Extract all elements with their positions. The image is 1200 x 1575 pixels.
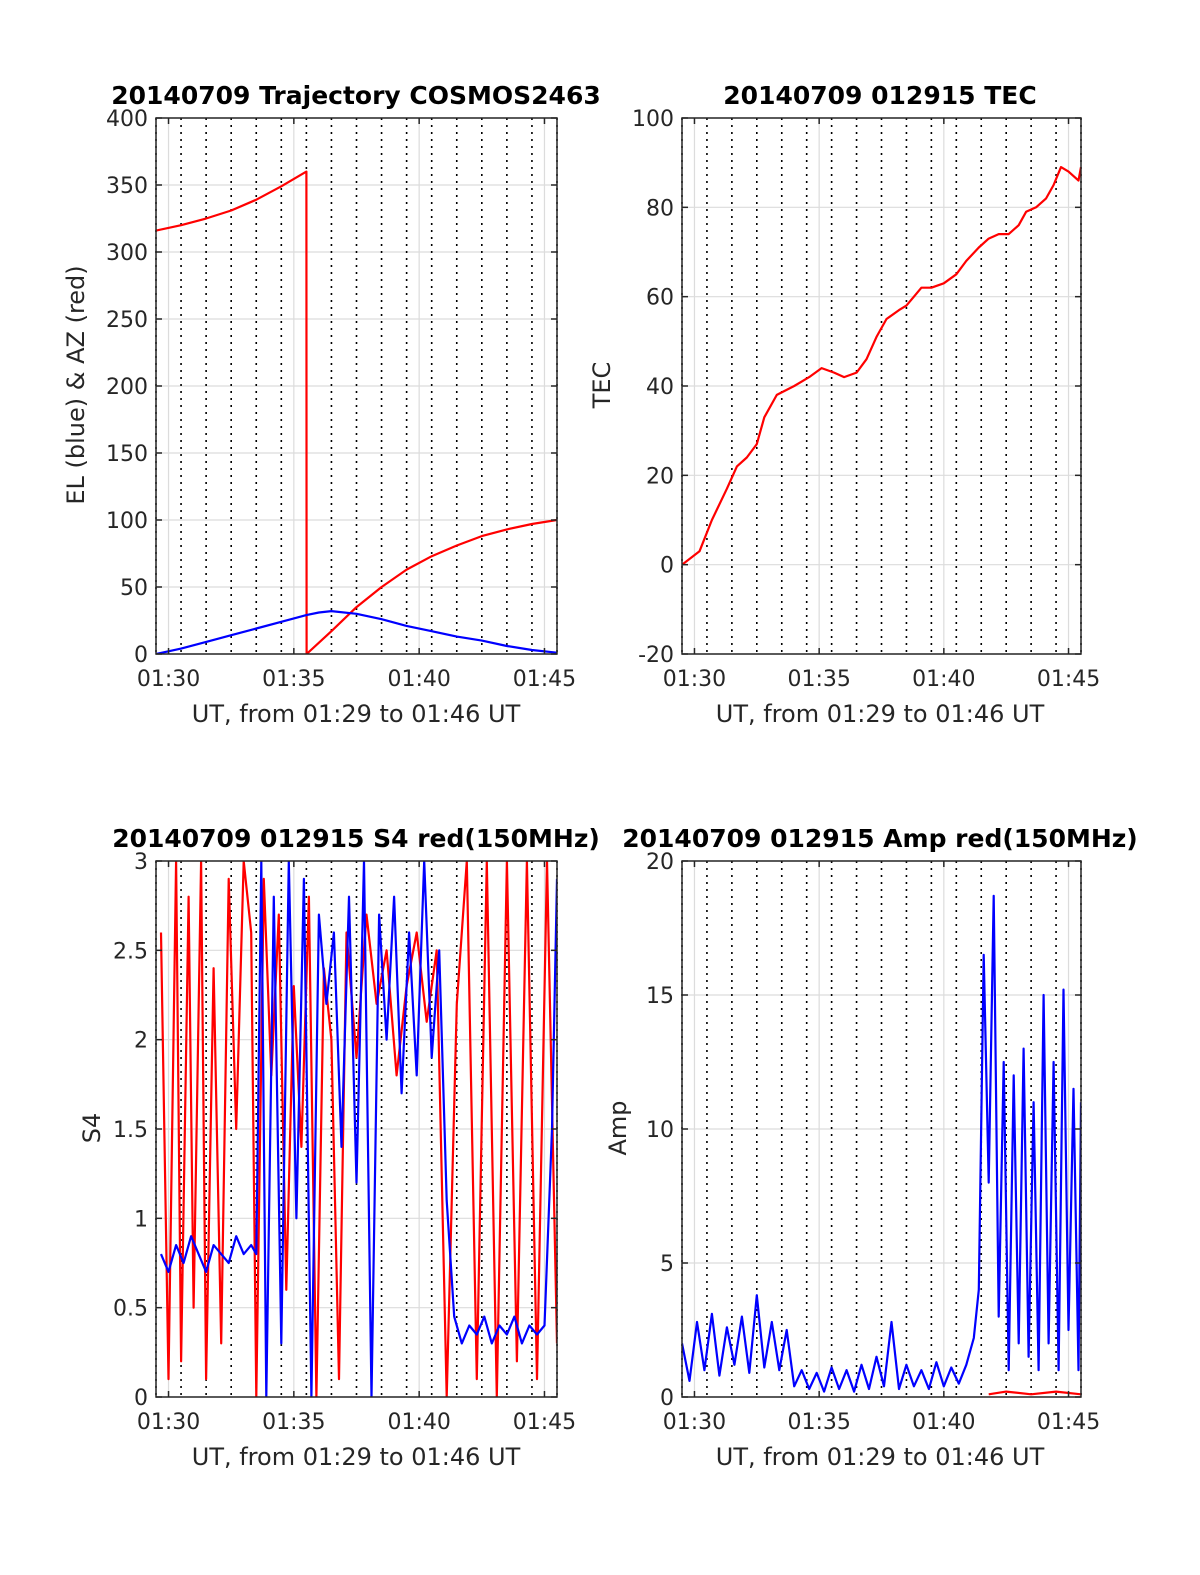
- x-tick-label: 01:40: [912, 1410, 975, 1435]
- y-tick-label: 1: [134, 1207, 148, 1232]
- y-tick-label: 400: [106, 107, 148, 132]
- amp-xlabel: UT, from 01:29 to 01:46 UT: [716, 1443, 1045, 1471]
- tec-ylabel: TEC: [588, 362, 616, 410]
- y-tick-label: 300: [106, 241, 148, 266]
- y-tick-label: 350: [106, 174, 148, 199]
- y-tick-label: 0.5: [113, 1297, 148, 1322]
- x-tick-label: 01:30: [137, 1410, 200, 1435]
- tec-xlabel: UT, from 01:29 to 01:46 UT: [716, 700, 1045, 728]
- s4-plot-area: 01:30 01:35 01:40 01:45 0 0.5 1 1.5 2 2.5 3: [113, 850, 576, 1435]
- s4-title: 20140709 012915 S4 red(150MHz): [112, 824, 600, 853]
- x-tick-label: 01:40: [387, 667, 450, 692]
- amp-ylabel: Amp: [604, 1100, 632, 1155]
- x-tick-label: 01:30: [137, 667, 200, 692]
- amp-title: 20140709 012915 Amp red(150MHz): [622, 824, 1138, 853]
- y-tick-label: 0: [660, 554, 674, 579]
- x-tick-label: 01:35: [262, 667, 325, 692]
- x-tick-label: 01:30: [663, 1410, 726, 1435]
- y-tick-label: 0: [134, 643, 148, 668]
- x-tick-label: 01:35: [262, 1410, 325, 1435]
- y-tick-label: 100: [106, 509, 148, 534]
- series-line-1: [156, 610, 557, 654]
- x-tick-label: 01:40: [387, 1410, 450, 1435]
- y-tick-label: 20: [646, 464, 674, 489]
- y-tick-label: 100: [632, 107, 674, 132]
- x-tick-label: 01:45: [513, 667, 576, 692]
- series-line-0: [156, 170, 557, 654]
- trajectory-plot-area: 01:30 01:35 01:40 01:45 0 50 100 150 200 250 300 35…: [106, 107, 576, 692]
- amp-plot-area: 01:30 01:35 01:40 01:45 0 5 10 15 20: [646, 850, 1100, 1435]
- y-tick-label: 40: [646, 375, 674, 400]
- y-tick-label: 0: [134, 1386, 148, 1411]
- x-tick-label: 01:40: [912, 667, 975, 692]
- y-tick-label: 150: [106, 442, 148, 467]
- series-line-0: [988, 1390, 1081, 1396]
- y-tick-label: 10: [646, 1118, 674, 1143]
- x-tick-label: 01:35: [787, 667, 850, 692]
- series-line-1: [159, 861, 557, 1397]
- tec-chart: 20140709 012915 TEC 01:30 01:35 01:40 01:45…: [588, 81, 1100, 728]
- trajectory-title: 20140709 Trajectory COSMOS2463: [111, 81, 601, 110]
- y-tick-label: 15: [646, 984, 674, 1009]
- s4-xlabel: UT, from 01:29 to 01:46 UT: [192, 1443, 521, 1471]
- y-tick-label: 2: [134, 1029, 148, 1054]
- y-tick-label: 50: [120, 576, 148, 601]
- trajectory-xlabel: UT, from 01:29 to 01:46 UT: [192, 700, 521, 728]
- series-line-0: [159, 861, 557, 1397]
- y-tick-label: 1.5: [113, 1118, 148, 1143]
- y-tick-label: 200: [106, 375, 148, 400]
- y-tick-label: 20: [646, 850, 674, 875]
- tec-title: 20140709 012915 TEC: [723, 81, 1036, 110]
- trajectory-ylabel: EL (blue) & AZ (red): [62, 265, 90, 504]
- y-tick-label: 5: [660, 1252, 674, 1277]
- y-tick-label: 60: [646, 286, 674, 311]
- series-line-0: [682, 166, 1081, 566]
- tec-plot-area: 01:30 01:35 01:40 01:45 -20 0 20 40 60 80 100: [632, 107, 1100, 692]
- x-tick-label: 01:45: [1037, 1410, 1100, 1435]
- trajectory-chart: 20140709 Trajectory COSMOS2463 01:30 01:3…: [62, 81, 601, 728]
- amp-chart: 20140709 012915 Amp red(150MHz) 01:30 01:…: [604, 824, 1138, 1471]
- y-tick-label: 3: [134, 850, 148, 875]
- series-line-1: [682, 894, 1081, 1393]
- y-tick-label: 80: [646, 196, 674, 221]
- x-tick-label: 01:30: [663, 667, 726, 692]
- y-tick-label: 250: [106, 308, 148, 333]
- y-tick-label: 0: [660, 1386, 674, 1411]
- y-tick-label: -20: [638, 643, 674, 668]
- x-tick-label: 01:45: [513, 1410, 576, 1435]
- s4-chart: 20140709 012915 S4 red(150MHz) 01:30 01:3…: [78, 824, 600, 1471]
- x-tick-label: 01:35: [787, 1410, 850, 1435]
- s4-ylabel: S4: [78, 1113, 106, 1144]
- y-tick-label: 2.5: [113, 939, 148, 964]
- x-tick-label: 01:45: [1037, 667, 1100, 692]
